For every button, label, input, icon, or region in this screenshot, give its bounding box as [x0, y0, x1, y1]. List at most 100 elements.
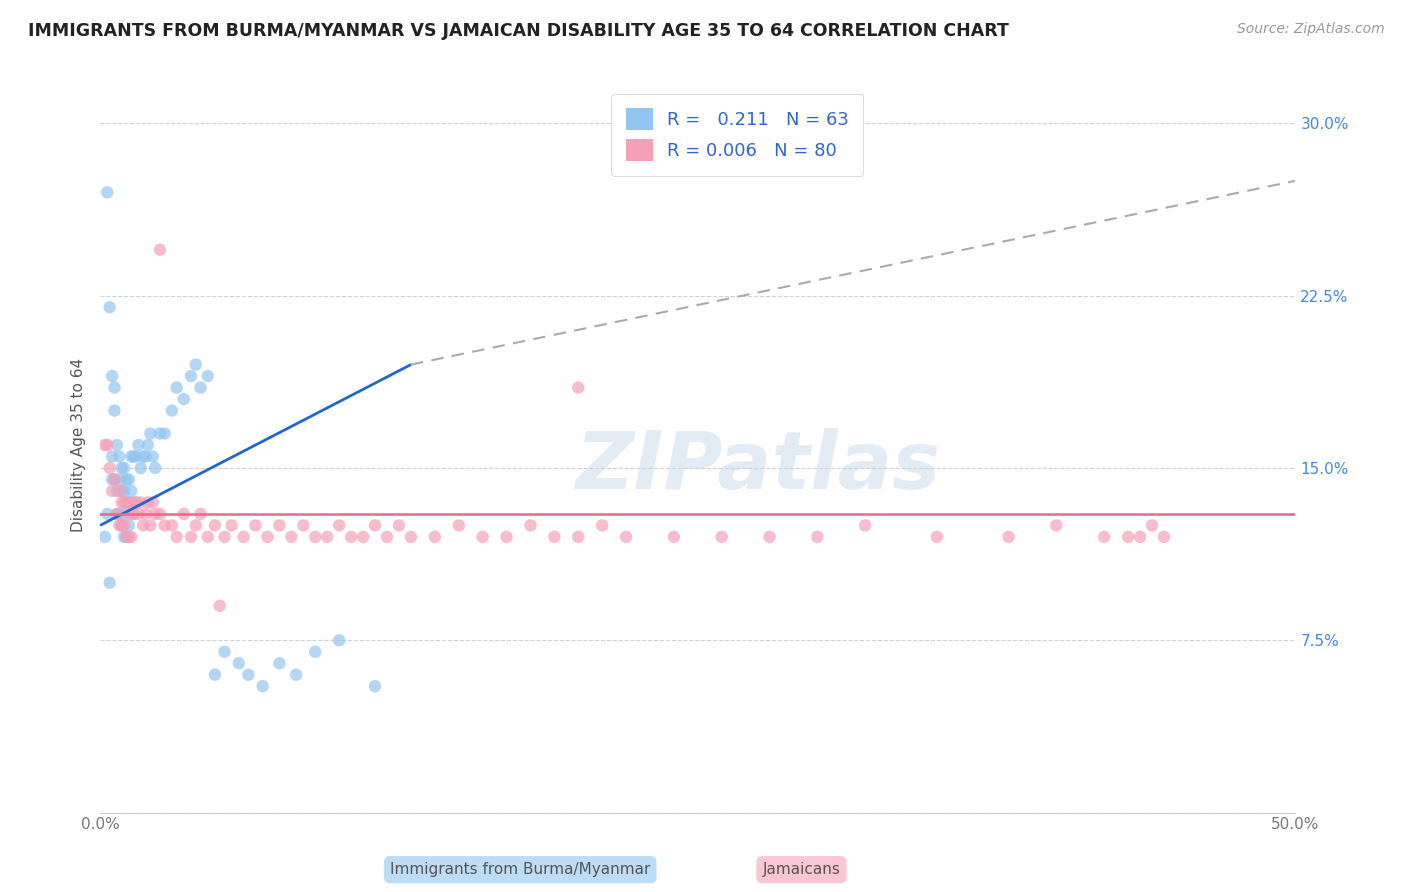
- Text: Source: ZipAtlas.com: Source: ZipAtlas.com: [1237, 22, 1385, 37]
- Point: [139, 518, 162, 533]
- Point: [105, 507, 128, 521]
- Point: [256, 530, 278, 544]
- Point: [997, 530, 1019, 544]
- Point: [94, 438, 117, 452]
- Point: [166, 380, 188, 394]
- Point: [1140, 518, 1163, 533]
- Point: [149, 243, 172, 257]
- Point: [340, 530, 363, 544]
- Point: [127, 507, 149, 521]
- Point: [111, 483, 134, 498]
- Point: [122, 450, 145, 464]
- Point: [112, 461, 135, 475]
- Point: [125, 495, 148, 509]
- Y-axis label: Disability Age 35 to 64: Disability Age 35 to 64: [72, 358, 86, 532]
- Point: [190, 507, 212, 521]
- Point: [375, 530, 398, 544]
- Point: [129, 495, 152, 509]
- Point: [328, 633, 350, 648]
- Point: [190, 380, 212, 394]
- Point: [115, 495, 138, 509]
- Point: [115, 472, 138, 486]
- Point: [399, 530, 422, 544]
- Point: [105, 507, 128, 521]
- Point: [180, 530, 202, 544]
- Point: [232, 530, 254, 544]
- Point: [853, 518, 876, 533]
- Point: [269, 518, 291, 533]
- Point: [101, 483, 124, 498]
- Point: [495, 530, 517, 544]
- Text: IMMIGRANTS FROM BURMA/MYANMAR VS JAMAICAN DISABILITY AGE 35 TO 64 CORRELATION CH: IMMIGRANTS FROM BURMA/MYANMAR VS JAMAICA…: [28, 22, 1010, 40]
- Point: [252, 679, 274, 693]
- Point: [115, 530, 138, 544]
- Point: [120, 495, 142, 509]
- Point: [96, 438, 118, 452]
- Point: [98, 575, 121, 590]
- Point: [101, 450, 124, 464]
- Point: [204, 667, 226, 681]
- Point: [245, 518, 267, 533]
- Point: [132, 450, 155, 464]
- Point: [115, 530, 138, 544]
- Point: [125, 450, 148, 464]
- Point: [1153, 530, 1175, 544]
- Point: [112, 507, 135, 521]
- Point: [108, 507, 131, 521]
- Point: [118, 495, 141, 509]
- Point: [543, 530, 565, 544]
- Point: [143, 461, 166, 475]
- Point: [352, 530, 374, 544]
- Point: [120, 530, 142, 544]
- Point: [132, 518, 155, 533]
- Point: [118, 530, 141, 544]
- Point: [142, 450, 165, 464]
- Point: [111, 495, 134, 509]
- Point: [166, 530, 188, 544]
- Point: [112, 530, 135, 544]
- Point: [111, 518, 134, 533]
- Point: [108, 472, 131, 486]
- Point: [108, 483, 131, 498]
- Point: [710, 530, 733, 544]
- Point: [567, 530, 589, 544]
- Point: [160, 518, 183, 533]
- Point: [108, 450, 131, 464]
- Point: [614, 530, 637, 544]
- Point: [364, 679, 387, 693]
- Point: [127, 438, 149, 452]
- Point: [173, 507, 195, 521]
- Point: [103, 403, 125, 417]
- Point: [112, 483, 135, 498]
- Point: [101, 472, 124, 486]
- Point: [214, 530, 236, 544]
- Point: [662, 530, 685, 544]
- Point: [149, 426, 172, 441]
- Point: [103, 472, 125, 486]
- Point: [105, 483, 128, 498]
- Point: [103, 472, 125, 486]
- Point: [292, 518, 315, 533]
- Point: [149, 507, 172, 521]
- Point: [1129, 530, 1152, 544]
- Point: [285, 667, 308, 681]
- Point: [364, 518, 387, 533]
- Point: [115, 495, 138, 509]
- Point: [228, 657, 250, 671]
- Point: [135, 450, 157, 464]
- Point: [118, 507, 141, 521]
- Point: [591, 518, 613, 533]
- Point: [388, 518, 411, 533]
- Point: [120, 483, 142, 498]
- Point: [101, 369, 124, 384]
- Point: [103, 380, 125, 394]
- Point: [98, 461, 121, 475]
- Point: [112, 495, 135, 509]
- Point: [94, 530, 117, 544]
- Point: [423, 530, 446, 544]
- Point: [108, 518, 131, 533]
- Point: [567, 380, 589, 394]
- Point: [280, 530, 302, 544]
- Point: [197, 530, 219, 544]
- Point: [173, 392, 195, 406]
